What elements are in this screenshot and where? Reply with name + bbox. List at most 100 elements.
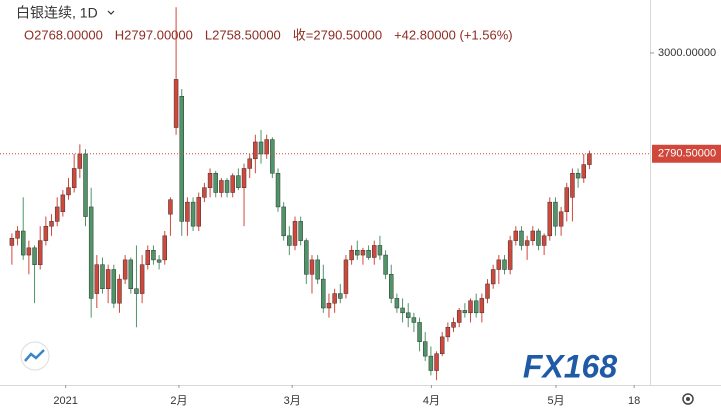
- x-tick-label: 4月: [423, 395, 440, 407]
- candle-body: [241, 168, 247, 188]
- candle-body: [406, 312, 411, 318]
- settings-gear[interactable]: [682, 393, 694, 405]
- interval-chevron[interactable]: [107, 10, 115, 15]
- candle-body: [117, 278, 122, 304]
- candle-body: [156, 259, 162, 263]
- ohlc-value: 收=2790.50000: [293, 27, 382, 42]
- candle-body: [502, 259, 507, 270]
- candle-body: [513, 230, 519, 241]
- candle-body: [111, 269, 117, 304]
- ohlc-value: +42.80000 (+1.56%): [394, 27, 513, 42]
- x-tick-label: 2021: [53, 395, 77, 407]
- candle-body: [394, 298, 400, 309]
- candle-body: [292, 221, 298, 246]
- candle-body: [462, 310, 468, 314]
- x-tick-label: 5月: [547, 395, 564, 407]
- candle-body: [485, 283, 490, 299]
- candle-body: [43, 225, 49, 241]
- candle-body: [355, 250, 360, 256]
- candle-body: [349, 250, 354, 261]
- candle-body: [434, 353, 439, 371]
- candle-body: [287, 235, 292, 246]
- candle-body: [360, 250, 366, 256]
- candle-body: [558, 211, 564, 227]
- candle-body: [162, 235, 167, 261]
- candle-body: [9, 237, 15, 246]
- candle-body: [60, 194, 66, 212]
- candle-body: [219, 180, 224, 193]
- candle-body: [298, 221, 303, 241]
- candle-body: [564, 187, 569, 212]
- candle-body: [417, 322, 422, 342]
- candle-body: [151, 250, 156, 261]
- watermark: FX168: [523, 348, 617, 384]
- x-tick-label: 3月: [284, 395, 301, 407]
- candle-body: [105, 269, 111, 289]
- candle-body: [168, 199, 173, 215]
- candle-body: [519, 230, 524, 246]
- candle-body: [253, 141, 258, 160]
- candle-body: [366, 250, 371, 258]
- candle-body: [507, 240, 513, 270]
- candle-body: [15, 230, 20, 239]
- candle-body: [445, 327, 451, 338]
- candle-body: [258, 141, 264, 155]
- candle-body: [88, 206, 94, 299]
- candle-body: [185, 201, 190, 222]
- candle-body: [530, 230, 536, 241]
- candle-body: [490, 269, 496, 285]
- candle-body: [496, 259, 502, 270]
- candle-body: [207, 173, 213, 188]
- candle-body: [122, 259, 128, 280]
- last-price-box: [652, 144, 721, 163]
- candle-body: [77, 153, 83, 169]
- candle-body: [383, 254, 388, 275]
- candle-body: [54, 206, 60, 222]
- logo-button[interactable]: [20, 341, 50, 371]
- x-tick-label: 2月: [170, 395, 187, 407]
- candle-body: [49, 221, 54, 227]
- candle-body: [581, 164, 586, 179]
- candle-body: [145, 250, 151, 265]
- candle-body: [439, 336, 445, 354]
- candle-body: [247, 158, 252, 169]
- candle-body: [173, 79, 179, 128]
- candle-body: [37, 240, 43, 265]
- ohlc-value: H2797.00000: [115, 27, 193, 42]
- candle-body: [575, 173, 581, 179]
- ohlc-value: L2758.50000: [205, 27, 281, 42]
- x-tick-label: 18: [628, 395, 640, 407]
- candle-body: [196, 197, 201, 227]
- candle-body: [428, 355, 434, 371]
- candle-body: [71, 168, 77, 188]
- candle-body: [179, 96, 184, 222]
- candle-body: [264, 139, 269, 155]
- candle-body: [66, 187, 71, 196]
- candle-body: [94, 264, 100, 294]
- candle-body: [270, 139, 275, 174]
- candle-body: [315, 259, 320, 280]
- candle-body: [377, 245, 383, 256]
- candle-body: [343, 259, 349, 294]
- candle-body: [128, 259, 134, 289]
- candle-body: [451, 322, 456, 328]
- candle-body: [479, 298, 485, 314]
- candle-body: [275, 173, 281, 208]
- candle-body: [422, 341, 428, 357]
- candle-body: [389, 274, 394, 299]
- candle-body: [190, 201, 196, 227]
- candle-body: [553, 201, 558, 227]
- ohlc-value: O2768.00000: [24, 27, 103, 42]
- candle-body: [26, 247, 32, 256]
- candle-body: [524, 240, 530, 246]
- candle-body: [541, 235, 547, 246]
- candle-body: [236, 175, 241, 188]
- candle-body: [134, 288, 139, 294]
- candle-body: [570, 173, 575, 198]
- candle-body: [202, 187, 207, 198]
- ohlc-header: O2768.00000 H2797.00000 L2758.50000 收=2790.…: [24, 27, 513, 42]
- candle-body: [536, 230, 541, 246]
- candle-body: [338, 293, 343, 299]
